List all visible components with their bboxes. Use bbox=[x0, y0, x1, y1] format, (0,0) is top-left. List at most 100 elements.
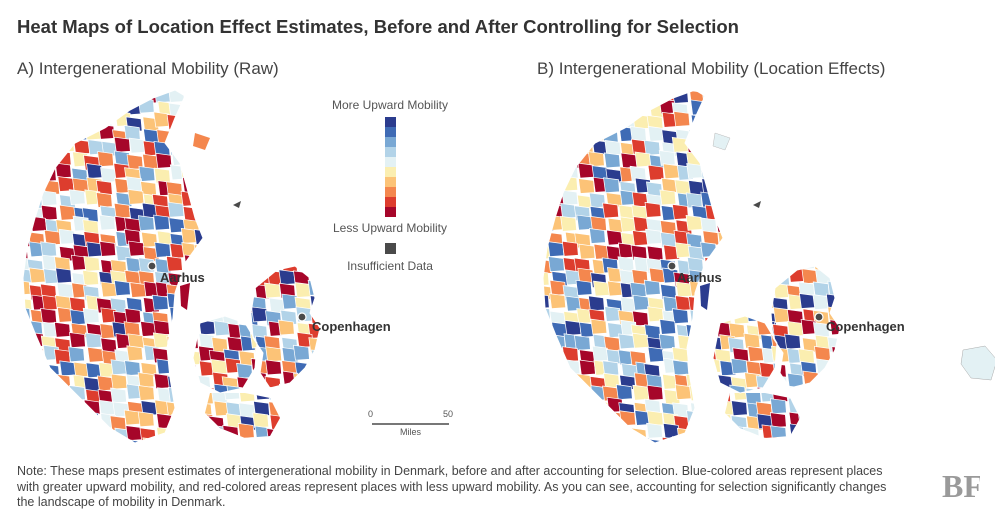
municipality-cell bbox=[550, 99, 566, 114]
municipality-cell bbox=[269, 229, 285, 244]
municipality-cell bbox=[31, 138, 47, 153]
municipality-cell bbox=[44, 88, 60, 103]
municipality-cell bbox=[815, 127, 831, 142]
municipality-cell bbox=[548, 349, 564, 364]
municipality-cell bbox=[774, 116, 790, 131]
municipality-cell bbox=[97, 426, 114, 443]
municipality-cell bbox=[82, 307, 100, 324]
municipality-cell bbox=[256, 163, 272, 178]
municipality-cell bbox=[283, 164, 299, 179]
island-laeso bbox=[193, 133, 210, 150]
municipality-cell bbox=[746, 256, 762, 271]
municipality-cell bbox=[169, 439, 185, 448]
municipality-cell bbox=[241, 193, 257, 208]
municipality-cell bbox=[559, 115, 577, 131]
municipality-cell bbox=[308, 374, 324, 389]
municipality-cell bbox=[757, 179, 773, 194]
municipality-cell bbox=[252, 203, 268, 218]
municipality-cell bbox=[279, 412, 295, 427]
municipality-cell bbox=[831, 138, 847, 153]
municipality-cell bbox=[773, 203, 789, 218]
municipality-cell bbox=[757, 215, 773, 230]
municipality-cell bbox=[719, 205, 735, 220]
municipality-cell bbox=[223, 164, 239, 179]
municipality-cell bbox=[846, 345, 862, 360]
municipality-cell bbox=[815, 218, 831, 233]
municipality-cell bbox=[211, 268, 227, 283]
municipality-cell bbox=[326, 441, 342, 448]
municipality-cell bbox=[841, 362, 857, 377]
municipality-cell bbox=[717, 243, 733, 258]
municipality-cell bbox=[281, 439, 297, 448]
municipality-cell bbox=[225, 164, 241, 179]
municipality-cell bbox=[265, 104, 281, 119]
municipality-cell bbox=[702, 322, 718, 337]
municipality-cell bbox=[45, 388, 61, 403]
aarhus-marker bbox=[147, 261, 157, 271]
municipality-cell bbox=[818, 411, 834, 426]
municipality-cell bbox=[842, 90, 858, 105]
municipality-cell bbox=[84, 332, 102, 349]
municipality-cell bbox=[776, 232, 792, 247]
municipality-cell bbox=[294, 234, 310, 249]
municipality-cell bbox=[761, 101, 777, 116]
municipality-cell bbox=[535, 220, 550, 235]
municipality-cell bbox=[785, 102, 801, 117]
municipality-cell bbox=[23, 153, 34, 170]
municipality-cell bbox=[266, 194, 282, 209]
municipality-cell bbox=[265, 164, 281, 179]
municipality-cell bbox=[547, 101, 563, 116]
municipality-cell bbox=[802, 247, 818, 262]
municipality-cell bbox=[790, 244, 806, 259]
municipality-cell bbox=[283, 414, 299, 429]
municipality-cell bbox=[15, 88, 29, 101]
municipality-cell bbox=[551, 138, 567, 153]
municipality-cell bbox=[209, 257, 225, 272]
municipality-cell bbox=[547, 241, 565, 257]
municipality-cell bbox=[703, 426, 719, 441]
municipality-cell bbox=[841, 271, 857, 286]
municipality-cell bbox=[222, 126, 238, 141]
municipality-cell bbox=[324, 363, 340, 378]
municipality-cell bbox=[658, 150, 676, 166]
municipality-cell bbox=[15, 425, 30, 440]
municipality-cell bbox=[237, 422, 255, 438]
municipality-cell bbox=[41, 386, 59, 403]
municipality-cell bbox=[801, 141, 817, 156]
municipality-cell bbox=[15, 129, 30, 144]
municipality-cell bbox=[110, 387, 127, 404]
municipality-cell bbox=[195, 117, 211, 132]
municipality-cell bbox=[266, 168, 282, 183]
municipality-cell bbox=[691, 360, 709, 376]
island-anholt bbox=[233, 201, 241, 208]
municipality-cell bbox=[54, 88, 70, 101]
municipality-cell bbox=[817, 180, 833, 195]
municipality-cell bbox=[15, 411, 29, 426]
municipality-cell bbox=[536, 220, 552, 235]
municipality-cell bbox=[604, 114, 622, 131]
municipality-cell bbox=[842, 298, 858, 313]
municipality-cell bbox=[774, 142, 790, 157]
municipality-cell bbox=[223, 282, 239, 297]
municipality-cell bbox=[536, 112, 552, 127]
municipality-cell bbox=[676, 427, 694, 443]
municipality-cell bbox=[545, 411, 563, 427]
municipality-cell bbox=[813, 151, 829, 166]
municipality-cell bbox=[223, 141, 239, 156]
municipality-cell bbox=[110, 373, 128, 390]
municipality-cell bbox=[845, 90, 861, 105]
municipality-cell bbox=[787, 138, 803, 153]
municipality-cell bbox=[69, 100, 85, 115]
municipality-cell bbox=[308, 423, 324, 438]
municipality-cell bbox=[562, 389, 578, 404]
municipality-cell bbox=[113, 280, 131, 296]
municipality-cell bbox=[252, 221, 268, 236]
municipality-cell bbox=[747, 179, 763, 194]
municipality-cell bbox=[733, 116, 749, 131]
municipality-cell bbox=[87, 346, 104, 363]
municipality-cell bbox=[730, 205, 746, 220]
municipality-cell bbox=[844, 441, 860, 448]
municipality-cell bbox=[800, 426, 816, 441]
municipality-cell bbox=[292, 400, 308, 415]
municipality-cell bbox=[292, 150, 308, 165]
